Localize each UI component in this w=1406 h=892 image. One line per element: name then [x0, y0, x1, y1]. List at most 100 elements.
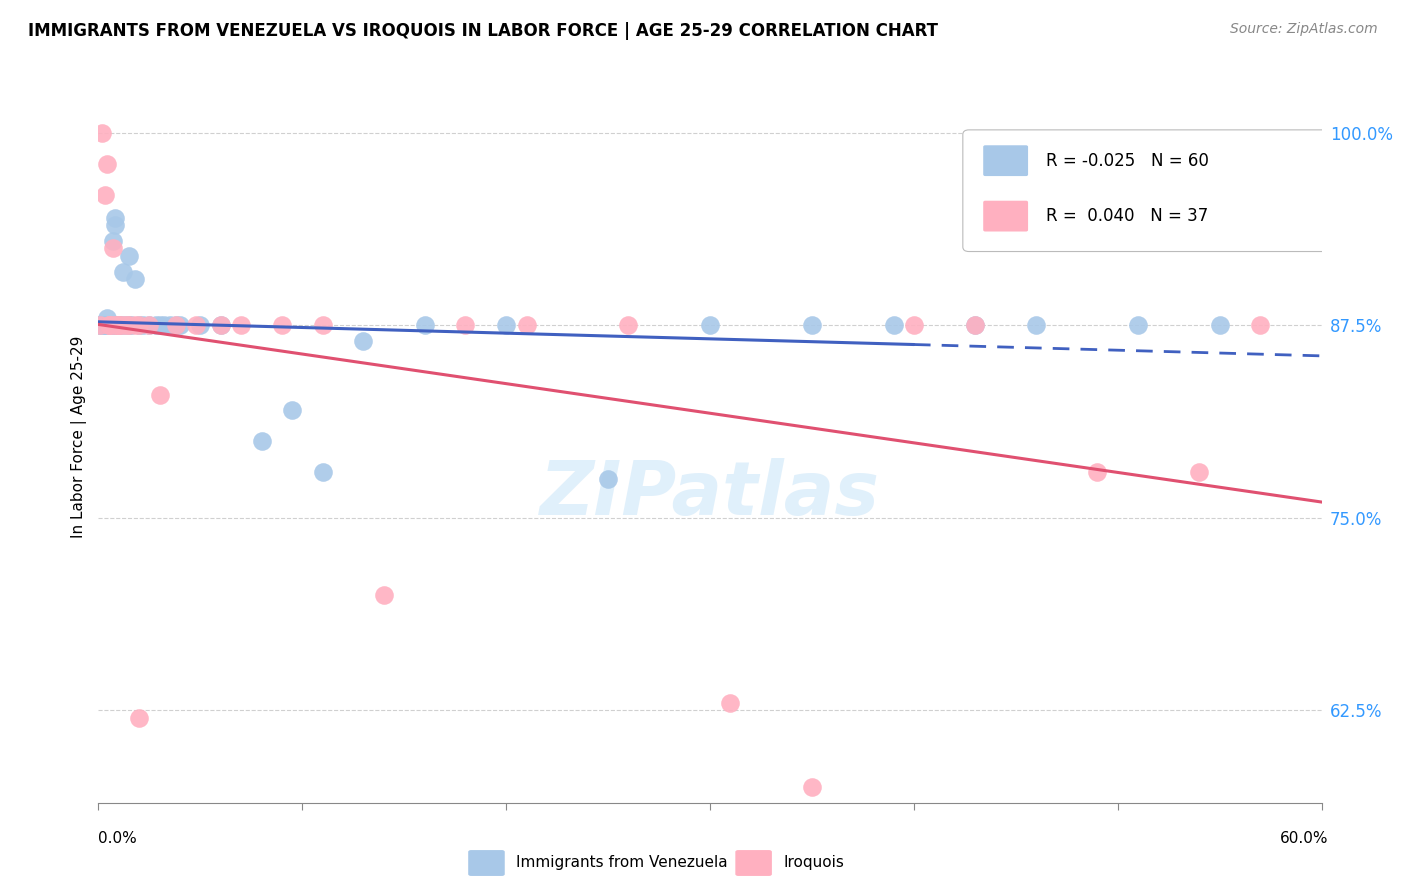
Point — [89, 318, 111, 333]
Point — [188, 318, 212, 333]
Point — [124, 272, 146, 286]
Point — [101, 318, 124, 333]
Point — [108, 318, 131, 333]
Point — [118, 318, 141, 333]
Point — [108, 318, 131, 333]
Point — [110, 318, 132, 333]
Point — [93, 318, 115, 333]
Point — [209, 318, 232, 333]
Point — [96, 318, 118, 333]
Point — [104, 318, 127, 333]
Point — [93, 318, 115, 333]
Point — [138, 318, 160, 333]
Point — [495, 318, 517, 333]
Point — [1249, 318, 1271, 333]
Point — [111, 318, 134, 333]
Point — [312, 465, 335, 479]
Point — [903, 318, 925, 333]
Point — [105, 318, 128, 333]
Point — [93, 318, 115, 333]
Point — [699, 318, 721, 333]
Text: Immigrants from Venezuela: Immigrants from Venezuela — [516, 855, 728, 870]
Point — [108, 318, 131, 333]
Text: Source: ZipAtlas.com: Source: ZipAtlas.com — [1230, 22, 1378, 37]
Point — [1025, 318, 1047, 333]
Point — [105, 318, 128, 333]
Point — [516, 318, 538, 333]
Point — [100, 318, 122, 333]
Point — [145, 318, 167, 333]
Point — [104, 219, 127, 233]
Point — [105, 318, 128, 333]
Text: Iroquois: Iroquois — [783, 855, 844, 870]
Point — [281, 403, 304, 417]
Point — [720, 696, 742, 710]
Point — [152, 318, 174, 333]
Point — [132, 318, 155, 333]
Point — [97, 318, 120, 333]
Point — [97, 318, 120, 333]
Point — [118, 249, 141, 263]
Point — [89, 318, 111, 333]
Point — [231, 318, 253, 333]
Point — [801, 318, 824, 333]
Point — [91, 318, 114, 333]
Point — [96, 318, 118, 333]
Point — [965, 318, 987, 333]
Point — [128, 318, 150, 333]
Point — [1209, 318, 1232, 333]
Point — [108, 318, 131, 333]
Point — [96, 310, 118, 325]
FancyBboxPatch shape — [983, 145, 1028, 176]
Point — [1085, 465, 1108, 479]
Point — [965, 318, 987, 333]
Point — [128, 318, 150, 333]
Point — [312, 318, 335, 333]
Point — [159, 318, 181, 333]
Point — [801, 780, 824, 795]
Point — [97, 318, 120, 333]
Point — [100, 318, 122, 333]
Point — [617, 318, 640, 333]
Point — [91, 318, 114, 333]
Point — [138, 318, 160, 333]
Point — [413, 318, 436, 333]
Point — [89, 318, 111, 333]
FancyBboxPatch shape — [983, 201, 1028, 232]
Point — [115, 318, 138, 333]
Point — [104, 211, 127, 225]
Point — [118, 318, 141, 333]
Point — [111, 264, 134, 278]
Point — [101, 318, 124, 333]
Point — [91, 126, 114, 140]
Point — [270, 318, 294, 333]
Point — [1128, 318, 1150, 333]
Point — [149, 388, 172, 402]
Point — [128, 711, 150, 725]
Point — [149, 318, 172, 333]
Point — [120, 318, 142, 333]
Point — [352, 334, 374, 348]
Point — [598, 472, 620, 486]
Point — [91, 318, 114, 333]
Point — [186, 318, 208, 333]
Point — [250, 434, 273, 448]
Point — [96, 318, 118, 333]
Text: IMMIGRANTS FROM VENEZUELA VS IROQUOIS IN LABOR FORCE | AGE 25-29 CORRELATION CHA: IMMIGRANTS FROM VENEZUELA VS IROQUOIS IN… — [28, 22, 938, 40]
Point — [97, 318, 120, 333]
Point — [169, 318, 191, 333]
Point — [165, 318, 187, 333]
Point — [100, 318, 122, 333]
Point — [96, 157, 118, 171]
Text: 0.0%: 0.0% — [98, 831, 138, 847]
Point — [93, 187, 115, 202]
Point — [373, 588, 395, 602]
Text: R =  0.040   N = 37: R = 0.040 N = 37 — [1046, 207, 1209, 225]
Text: ZIPatlas: ZIPatlas — [540, 458, 880, 532]
Point — [108, 318, 131, 333]
Y-axis label: In Labor Force | Age 25-29: In Labor Force | Age 25-29 — [72, 336, 87, 538]
Point — [101, 242, 124, 256]
Point — [114, 318, 136, 333]
FancyBboxPatch shape — [963, 130, 1334, 252]
Point — [97, 318, 120, 333]
